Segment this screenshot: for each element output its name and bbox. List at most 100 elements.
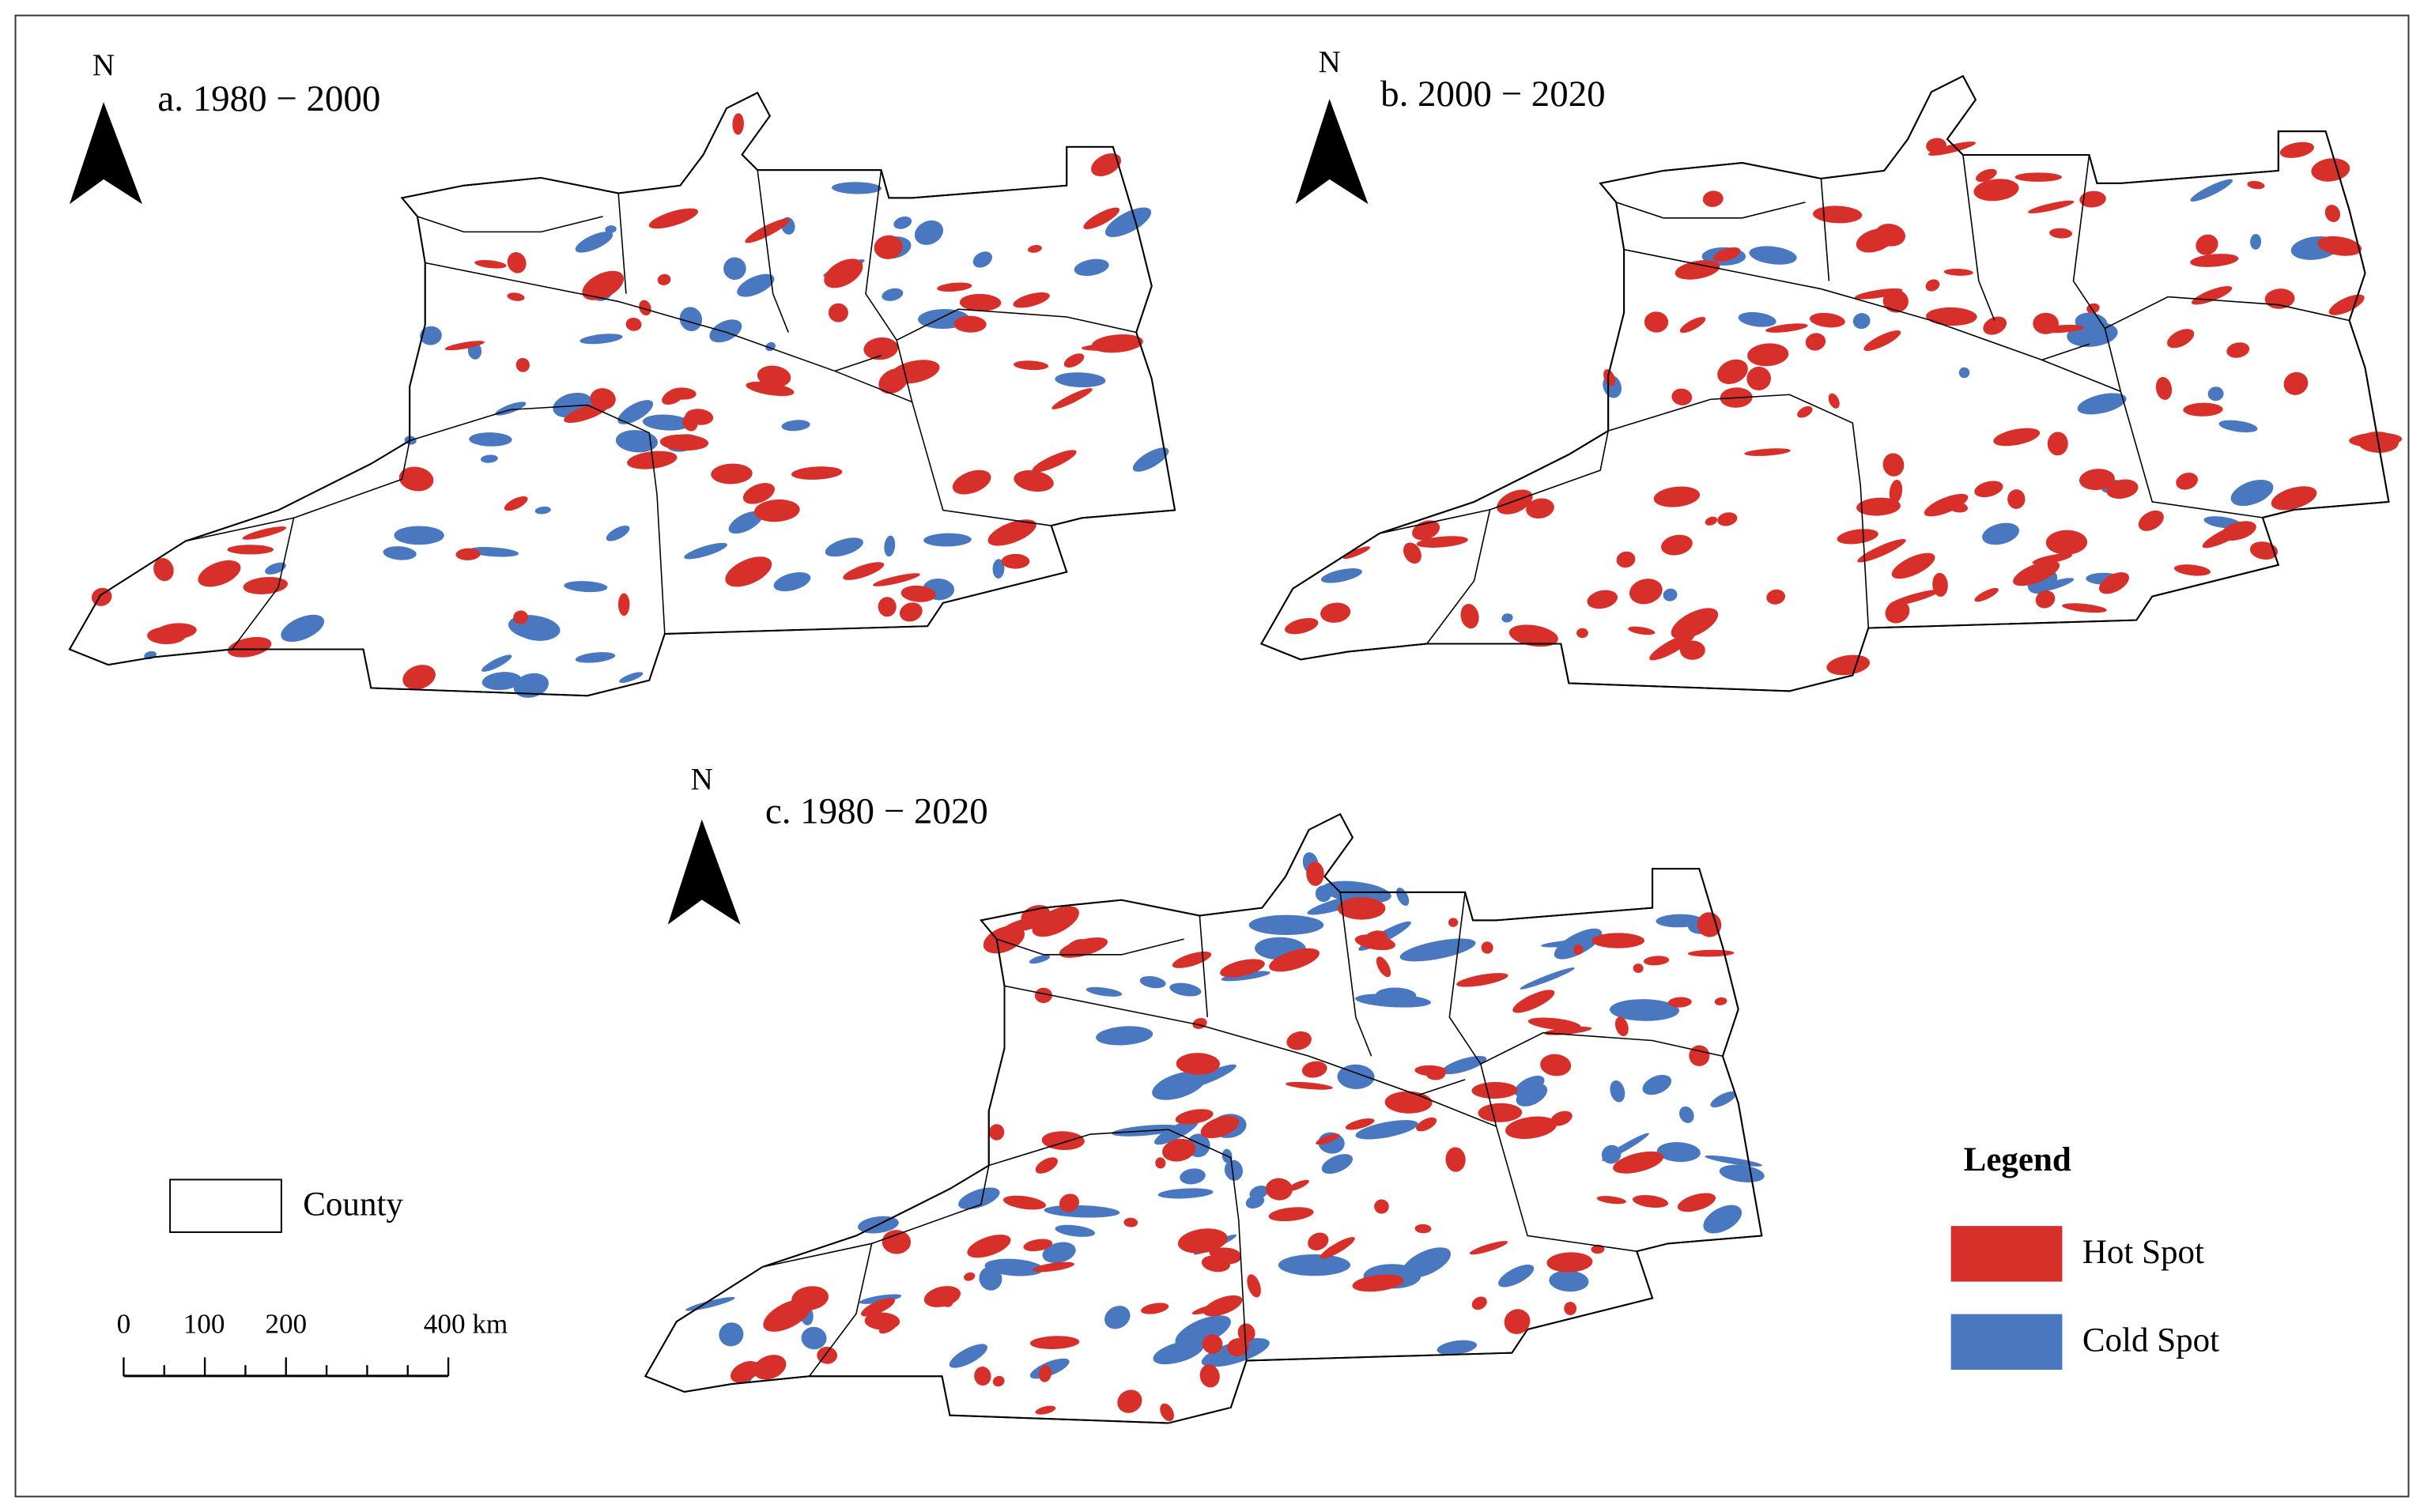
legend-label: Hot Spot: [2082, 1234, 2204, 1271]
cold-spot: [480, 454, 498, 463]
cold-spot: [1738, 311, 1776, 327]
cold-spot: [1642, 1074, 1672, 1095]
hot-spot: [1714, 997, 1727, 1005]
hot-spot: [227, 636, 272, 658]
county-boundary: [757, 170, 789, 333]
hot-spot: [742, 483, 775, 504]
hot-spot: [1001, 553, 1030, 569]
hot-spot: [1973, 179, 2019, 202]
hot-spot: [2079, 469, 2115, 491]
scale-ticks: [123, 1357, 450, 1376]
hot-spot: [1028, 245, 1042, 253]
hot-spot: [659, 434, 709, 451]
cold-spot: [1152, 1071, 1206, 1100]
cold-spot: [1245, 1194, 1265, 1208]
hot-spot: [1573, 945, 1584, 956]
hot-spot: [1508, 624, 1558, 647]
hot-spot: [2062, 603, 2107, 613]
cold-spot: [1656, 1142, 1701, 1163]
county-label: County: [303, 1186, 403, 1224]
hot-spot: [1320, 1237, 1355, 1259]
map-panel: [1259, 74, 2403, 692]
cold-spot: [619, 672, 644, 683]
county-boundary: [896, 340, 913, 402]
hot-spot: [198, 560, 241, 587]
region-outline-top: [68, 92, 1176, 697]
cold-spot: [1610, 1080, 1625, 1103]
cold-spot: [1221, 971, 1271, 982]
hot-spot: [1543, 1026, 1592, 1035]
cold-spot: [719, 1322, 744, 1347]
cold-spot: [2077, 393, 2127, 415]
region-outline-top: [644, 813, 1763, 1424]
cold-spot: [958, 1187, 1000, 1210]
cold-spot: [1549, 1270, 1589, 1292]
hot-spot: [1306, 862, 1324, 886]
hot-spot: [1203, 1295, 1243, 1317]
hot-spot: [1471, 1082, 1518, 1099]
cold-spot: [1541, 938, 1607, 948]
hot-spot: [1039, 1365, 1052, 1382]
cold-spot: [1609, 999, 1680, 1021]
county-boundary: [2072, 154, 2350, 330]
cold-spot: [1042, 1242, 1076, 1264]
cold-spot: [1157, 1188, 1214, 1199]
hot-spot: [1269, 948, 1320, 972]
hot-spot: [1481, 941, 1493, 954]
hot-spot: [899, 602, 923, 622]
hot-spot: [1591, 1244, 1605, 1254]
county-boundary: [409, 404, 666, 635]
hot-spot: [2013, 560, 2060, 586]
map-panel: [68, 92, 1176, 698]
hot-spot: [1416, 536, 1468, 548]
hot-spot: [1983, 316, 2007, 335]
hot-spot: [1247, 1274, 1261, 1298]
cold-spot: [684, 542, 727, 560]
county-swatch: [169, 1178, 282, 1233]
hot-spot: [1202, 1334, 1223, 1354]
hot-spot: [791, 1286, 829, 1310]
hot-spot: [2045, 530, 2088, 555]
cold-spot: [1180, 1168, 1206, 1185]
legend-title: Legend: [1964, 1141, 2071, 1178]
legend-swatch: [1950, 1314, 2063, 1371]
hot-spot: [1285, 617, 1319, 635]
county-boundary: [417, 216, 603, 233]
county-boundary: [834, 355, 882, 372]
cold-spot: [737, 273, 775, 297]
north-label: N: [1318, 45, 1340, 79]
hot-spot: [1653, 486, 1701, 507]
hot-spot: [1029, 1336, 1080, 1349]
hot-spot: [1414, 1224, 1432, 1234]
cold-spot: [2250, 233, 2262, 250]
county-boundary: [1623, 248, 2263, 518]
hot-spot: [398, 466, 434, 492]
hot-spot: [1679, 640, 1705, 660]
hot-spot: [657, 273, 671, 285]
hot-spot: [1201, 1255, 1230, 1273]
cold-spot: [1104, 207, 1152, 238]
hot-spot: [1220, 959, 1265, 978]
hot-spot: [1927, 141, 1976, 156]
hot-spot: [507, 252, 527, 273]
hot-spot: [1671, 608, 1719, 639]
cold-spot: [1055, 1224, 1096, 1237]
hot-spot: [1675, 260, 1720, 280]
hot-spot: [824, 258, 863, 288]
hot-spot: [1172, 951, 1212, 968]
hot-spot: [1687, 949, 1735, 957]
hot-spot: [1052, 388, 1093, 409]
hot-spot: [1200, 1115, 1240, 1139]
hot-spot: [992, 1375, 1005, 1387]
county-boundary: [1480, 1063, 1497, 1127]
hot-spot: [1857, 538, 1906, 563]
hot-spot: [967, 1235, 1011, 1258]
hot-spot: [1616, 551, 1636, 568]
cold-spot: [1320, 568, 1362, 583]
hot-spot: [1797, 405, 1813, 418]
county-boundary: [996, 938, 1184, 956]
hot-spot: [1746, 366, 1771, 390]
cold-spot: [1501, 613, 1513, 623]
hot-spot: [1081, 344, 1127, 351]
cold-spot: [1132, 447, 1169, 472]
